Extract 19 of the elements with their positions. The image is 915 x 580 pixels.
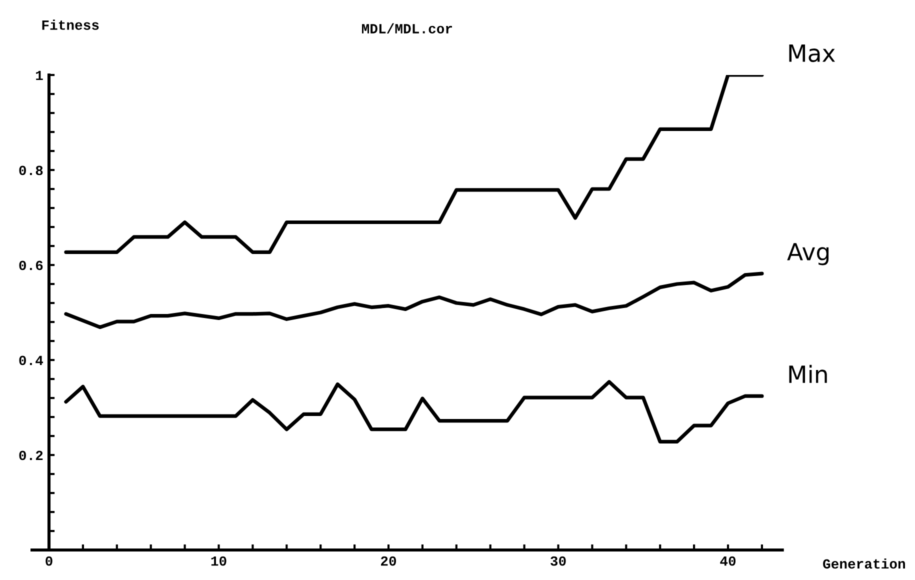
x-axis-title: Generation [823, 558, 905, 569]
y-tick-label: 0.6 [19, 260, 43, 270]
line-series [64, 272, 764, 330]
y-tick-label: 0.2 [19, 450, 43, 460]
line-series [64, 74, 764, 254]
series-label: Max [789, 44, 835, 62]
series-label: Min [789, 364, 827, 383]
y-tick-label: 0.8 [19, 166, 43, 176]
x-tick-label: 0 [46, 556, 52, 566]
y-tick-label: 1 [36, 70, 43, 80]
x-tick-label: 40 [720, 556, 736, 566]
x-tick-label: 10 [211, 556, 226, 566]
y-tick-label: 0.4 [19, 356, 44, 366]
y-axis-title: Fitness [42, 20, 99, 30]
series-label: Avg [787, 243, 829, 266]
chart-title: MDL/MDL.cor [362, 23, 452, 34]
x-tick-label: 20 [381, 556, 396, 566]
line-series [64, 380, 764, 444]
x-tick-label: 30 [550, 556, 566, 566]
